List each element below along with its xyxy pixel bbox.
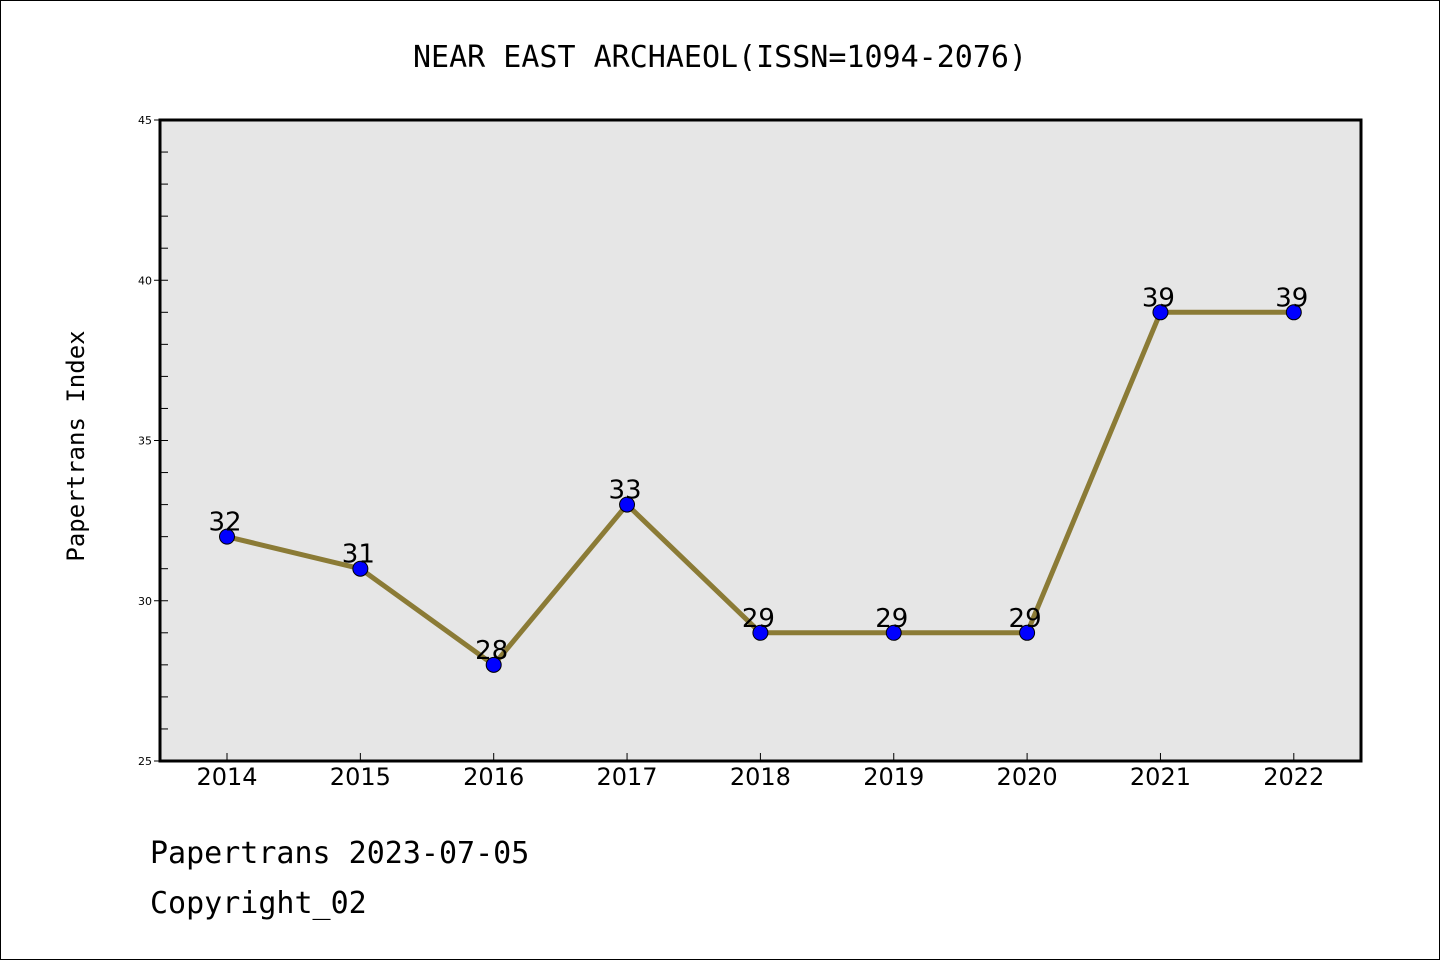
- plot-area: [158, 118, 1363, 763]
- data-point: [1019, 624, 1036, 641]
- y-tick-label: 35: [138, 435, 152, 448]
- x-tick-label: 2020: [997, 763, 1058, 791]
- x-tick-label: 2019: [863, 763, 924, 791]
- data-point: [1285, 304, 1302, 321]
- footer-copyright: Copyright_02: [150, 886, 367, 921]
- series-layer: 32 31 28 33 29 29 29 39 39: [208, 283, 1308, 673]
- y-tick-label: 40: [138, 274, 152, 287]
- data-point: [352, 560, 369, 577]
- data-label: 29: [742, 604, 775, 634]
- y-tick-label: 25: [138, 755, 152, 768]
- y-axis: 25 30 35 40 45: [138, 114, 168, 768]
- data-label: 39: [1142, 283, 1175, 313]
- data-point: [619, 496, 636, 513]
- x-tick-label: 2016: [463, 763, 524, 791]
- x-axis: 2014 2015 2016 2017 2018 2019 2020 2021 2022: [196, 753, 1324, 791]
- data-label: 29: [875, 604, 908, 634]
- y-tick-label: 45: [138, 114, 152, 127]
- data-point: [752, 624, 769, 641]
- footer-date: Papertrans 2023-07-05: [150, 836, 530, 871]
- data-label: 28: [475, 636, 508, 666]
- x-tick-label: 2018: [730, 763, 791, 791]
- chart-title: NEAR EAST ARCHAEOL(ISSN=1094-2076): [413, 40, 1027, 75]
- x-tick-label: 2017: [597, 763, 658, 791]
- x-tick-label: 2015: [330, 763, 391, 791]
- y-tick-label: 30: [138, 595, 152, 608]
- x-tick-label: 2014: [196, 763, 257, 791]
- data-label: 32: [208, 508, 241, 538]
- x-tick-label: 2022: [1263, 763, 1324, 791]
- data-label: 29: [1009, 604, 1042, 634]
- data-point: [1152, 304, 1169, 321]
- data-point: [485, 656, 502, 673]
- y-axis-label: Papertrans Index: [62, 330, 90, 561]
- data-label: 33: [609, 476, 642, 506]
- data-label: 31: [342, 540, 375, 570]
- data-label: 39: [1275, 283, 1308, 313]
- x-tick-label: 2021: [1130, 763, 1191, 791]
- data-point: [219, 528, 235, 545]
- data-point: [885, 624, 902, 641]
